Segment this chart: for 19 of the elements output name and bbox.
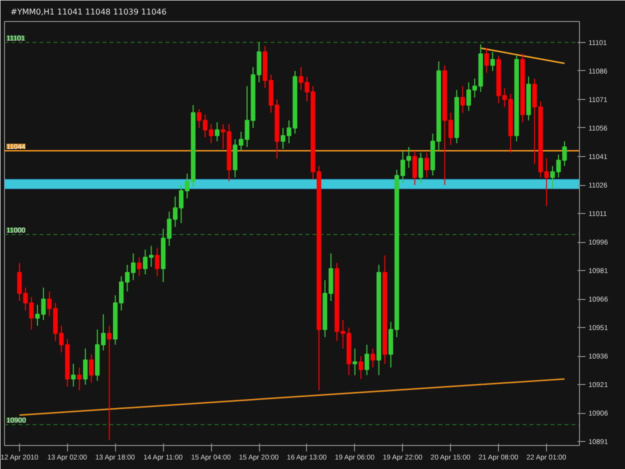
candlestick <box>136 256 142 277</box>
candlestick <box>77 367 82 391</box>
candlestick <box>424 152 430 178</box>
candlestick <box>484 48 489 74</box>
candlestick <box>214 122 220 142</box>
candlestick <box>89 354 94 384</box>
candlestick <box>364 344 370 376</box>
candlestick <box>460 86 465 114</box>
candlestick <box>352 348 358 376</box>
candlestick <box>107 325 112 440</box>
candlestick <box>370 348 376 368</box>
candlestick <box>490 51 495 72</box>
candlestick <box>83 348 88 386</box>
chart-title: #YMM0,H1 11041 11048 11039 11046 <box>10 8 167 16</box>
candlestick <box>71 363 76 388</box>
candlestick <box>412 150 418 186</box>
candlestick <box>418 152 424 184</box>
candlestick <box>154 247 160 277</box>
candlestick <box>358 356 364 380</box>
